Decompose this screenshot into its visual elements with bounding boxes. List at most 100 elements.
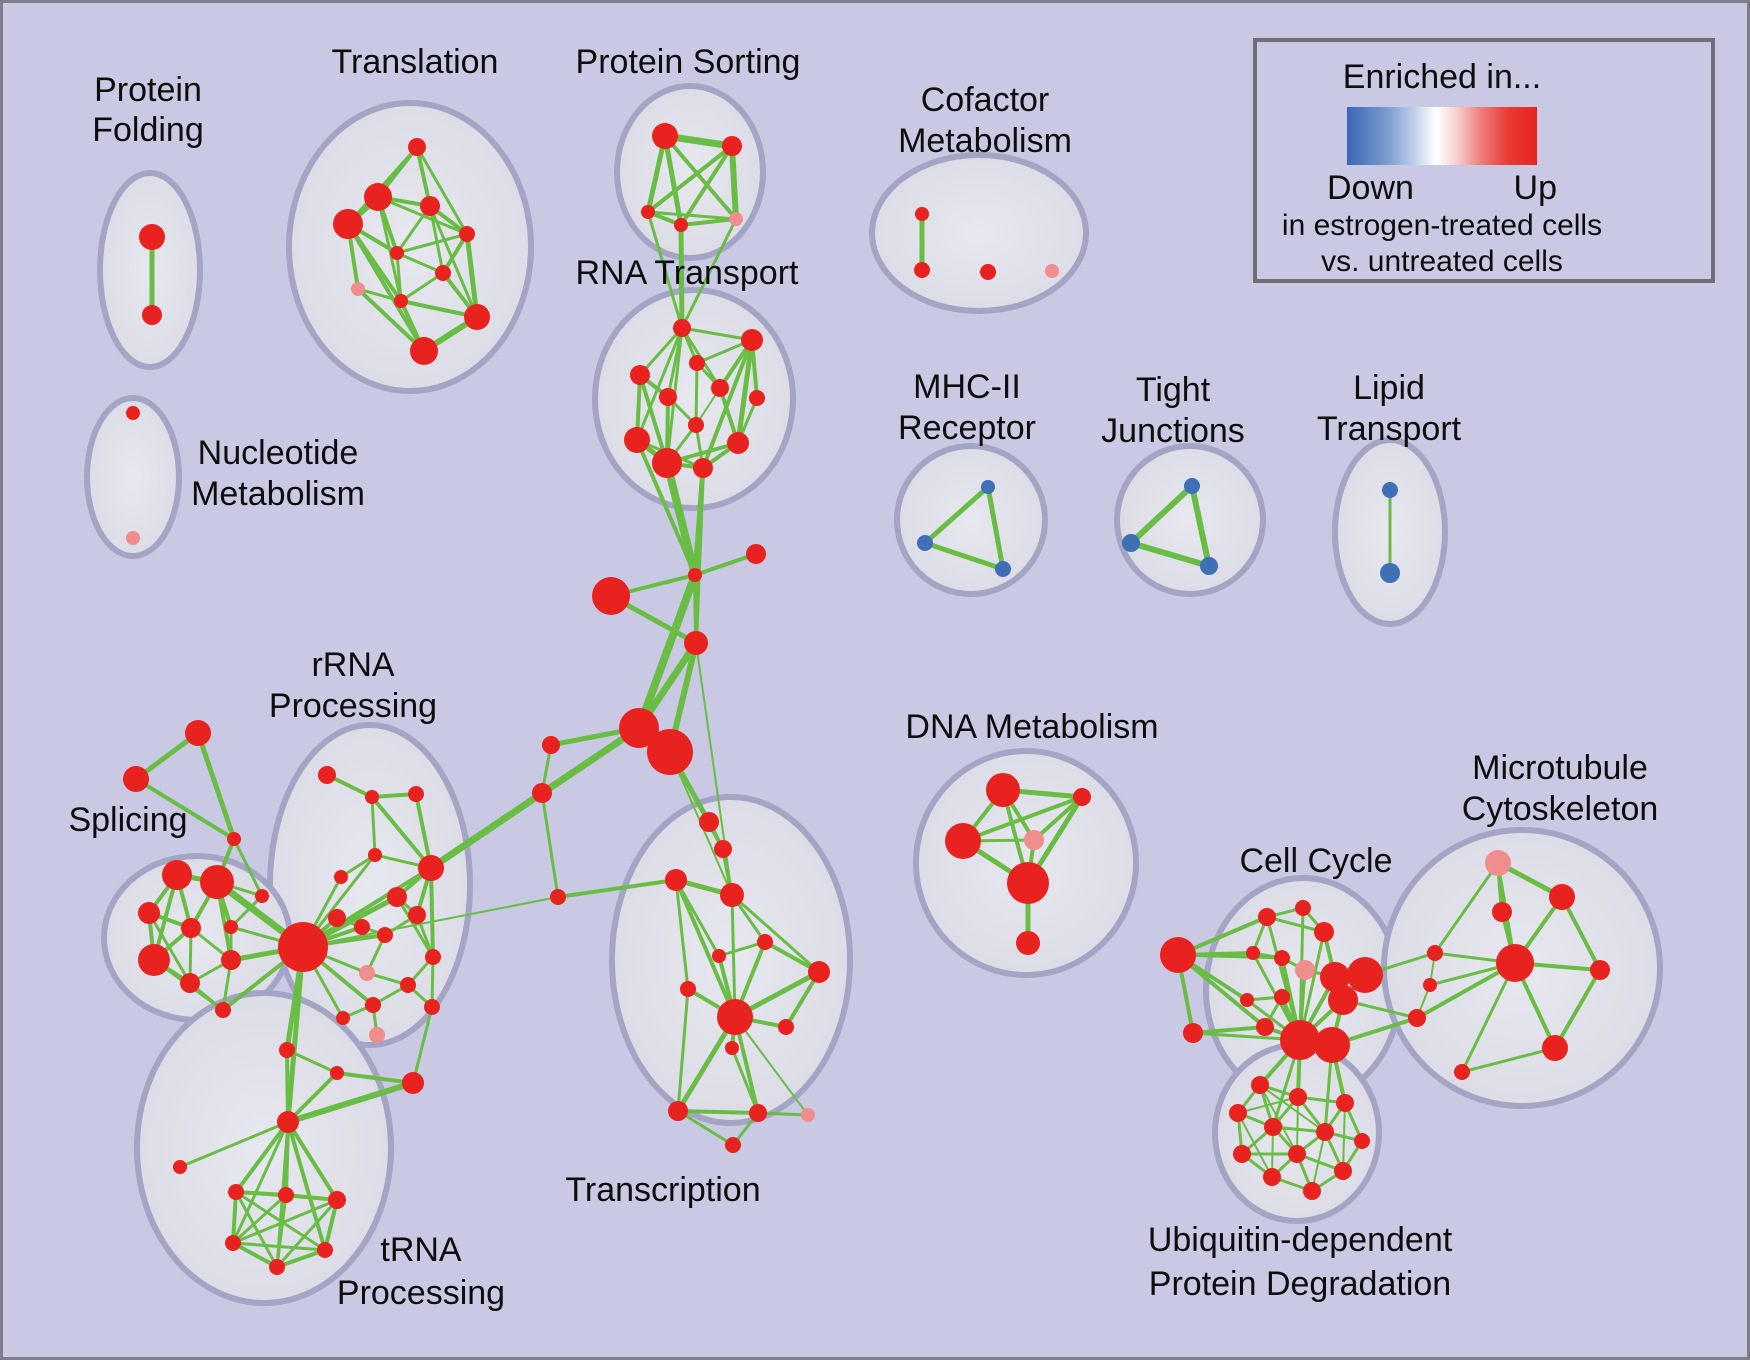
node-ubiquitin-degradation-5[interactable] bbox=[1316, 1123, 1334, 1141]
node-translation-3[interactable] bbox=[333, 209, 363, 239]
node-cell-cycle-0[interactable] bbox=[1160, 937, 1196, 973]
node-protein-sorting-1[interactable] bbox=[722, 136, 742, 156]
node-microtubule-cytoskeleton-3[interactable] bbox=[1496, 944, 1534, 982]
node-splicing-2[interactable] bbox=[138, 902, 160, 924]
node-translation-6[interactable] bbox=[435, 265, 451, 281]
node-microtubule-cytoskeleton-2[interactable] bbox=[1492, 902, 1512, 922]
node-ubiquitin-degradation-4[interactable] bbox=[1264, 1118, 1282, 1136]
node-lipid-transport-1[interactable] bbox=[1380, 563, 1400, 583]
node-rna-transport-11[interactable] bbox=[727, 432, 749, 454]
node-triangle-0[interactable] bbox=[185, 720, 211, 746]
node-ubiquitin-degradation-2[interactable] bbox=[1336, 1094, 1354, 1112]
node-cell-cycle-13[interactable] bbox=[1314, 1027, 1350, 1063]
node-chain-8[interactable] bbox=[550, 889, 566, 905]
node-protein-sorting-3[interactable] bbox=[674, 218, 688, 232]
node-transcription-11[interactable] bbox=[668, 1101, 688, 1121]
node-lipid-transport-0[interactable] bbox=[1382, 482, 1398, 498]
node-rrna-processing-8[interactable] bbox=[354, 919, 370, 935]
node-rrna-processing-20[interactable] bbox=[330, 1066, 344, 1080]
node-mhc-ii-receptor-2[interactable] bbox=[995, 561, 1011, 577]
node-ubiquitin-degradation-9[interactable] bbox=[1263, 1168, 1281, 1186]
node-trna-processing-0[interactable] bbox=[277, 1111, 299, 1133]
node-rrna-processing-5[interactable] bbox=[418, 855, 444, 881]
node-rrna-processing-14[interactable] bbox=[365, 997, 381, 1013]
node-chain-7[interactable] bbox=[532, 783, 552, 803]
node-cell-cycle-10[interactable] bbox=[1274, 989, 1290, 1005]
node-transcription-0[interactable] bbox=[699, 812, 719, 832]
node-tight-junctions-0[interactable] bbox=[1184, 478, 1200, 494]
node-transcription-2[interactable] bbox=[665, 869, 687, 891]
node-protein-folding-1[interactable] bbox=[142, 305, 162, 325]
node-triangle-2[interactable] bbox=[227, 832, 241, 846]
node-rna-transport-4[interactable] bbox=[659, 388, 677, 406]
node-transcription-10[interactable] bbox=[725, 1041, 739, 1055]
node-rrna-processing-9[interactable] bbox=[377, 927, 393, 943]
node-ubiquitin-degradation-7[interactable] bbox=[1233, 1145, 1251, 1163]
node-ubiquitin-degradation-11[interactable] bbox=[1303, 1182, 1321, 1200]
node-chain-6[interactable] bbox=[542, 736, 560, 754]
node-cofactor-metabolism-1[interactable] bbox=[914, 262, 930, 278]
node-translation-1[interactable] bbox=[364, 183, 392, 211]
node-rna-transport-6[interactable] bbox=[749, 390, 765, 406]
node-cell-cycle-6[interactable] bbox=[1274, 950, 1290, 966]
node-rrna-processing-18[interactable] bbox=[278, 922, 328, 972]
node-ubiquitin-degradation-8[interactable] bbox=[1288, 1145, 1306, 1163]
node-translation-10[interactable] bbox=[410, 337, 438, 365]
node-chain-4[interactable] bbox=[619, 708, 659, 748]
node-cell-cycle-8[interactable] bbox=[1320, 962, 1350, 992]
node-cell-cycle-3[interactable] bbox=[1295, 900, 1311, 916]
node-dna-metabolism-1[interactable] bbox=[1073, 788, 1091, 806]
node-dna-metabolism-5[interactable] bbox=[1016, 931, 1040, 955]
node-chain-5[interactable] bbox=[647, 729, 693, 775]
node-rrna-processing-7[interactable] bbox=[328, 909, 346, 927]
node-chain-3[interactable] bbox=[684, 631, 708, 655]
node-transcription-3[interactable] bbox=[720, 883, 744, 907]
node-transcription-12[interactable] bbox=[749, 1104, 767, 1122]
node-rrna-processing-2[interactable] bbox=[408, 786, 424, 802]
node-splicing-3[interactable] bbox=[181, 918, 201, 938]
node-rrna-processing-12[interactable] bbox=[425, 949, 441, 965]
node-rna-transport-8[interactable] bbox=[688, 417, 704, 433]
node-cell-cycle-17[interactable] bbox=[1423, 978, 1437, 992]
node-rna-transport-10[interactable] bbox=[652, 448, 682, 478]
node-translation-7[interactable] bbox=[351, 282, 365, 296]
node-chain-1[interactable] bbox=[746, 544, 766, 564]
node-cell-cycle-12[interactable] bbox=[1280, 1020, 1320, 1060]
node-rrna-processing-21[interactable] bbox=[402, 1072, 424, 1094]
node-tight-junctions-1[interactable] bbox=[1122, 534, 1140, 552]
node-mhc-ii-receptor-1[interactable] bbox=[917, 535, 933, 551]
node-translation-0[interactable] bbox=[408, 138, 426, 156]
node-cofactor-metabolism-3[interactable] bbox=[1045, 264, 1059, 278]
node-rna-transport-9[interactable] bbox=[693, 458, 713, 478]
node-cell-cycle-4[interactable] bbox=[1314, 922, 1334, 942]
node-ubiquitin-degradation-6[interactable] bbox=[1354, 1133, 1370, 1149]
node-cell-cycle-11[interactable] bbox=[1256, 1018, 1274, 1036]
node-trna-processing-4[interactable] bbox=[328, 1191, 346, 1209]
node-microtubule-cytoskeleton-0[interactable] bbox=[1485, 850, 1511, 876]
node-ubiquitin-degradation-1[interactable] bbox=[1289, 1088, 1307, 1106]
node-splicing-7[interactable] bbox=[180, 973, 200, 993]
node-rna-transport-1[interactable] bbox=[741, 329, 763, 351]
node-splicing-1[interactable] bbox=[200, 865, 234, 899]
node-cell-cycle-18[interactable] bbox=[1408, 1009, 1426, 1027]
node-transcription-6[interactable] bbox=[680, 981, 696, 997]
node-rrna-processing-11[interactable] bbox=[359, 965, 375, 981]
node-splicing-6[interactable] bbox=[138, 944, 170, 976]
node-microtubule-cytoskeleton-5[interactable] bbox=[1542, 1035, 1568, 1061]
node-translation-2[interactable] bbox=[420, 196, 440, 216]
node-cell-cycle-15[interactable] bbox=[1347, 957, 1383, 993]
node-mhc-ii-receptor-0[interactable] bbox=[981, 480, 995, 494]
node-rna-transport-0[interactable] bbox=[673, 319, 691, 337]
node-rrna-processing-3[interactable] bbox=[368, 848, 382, 862]
node-transcription-9[interactable] bbox=[778, 1019, 794, 1035]
node-transcription-14[interactable] bbox=[725, 1137, 741, 1153]
node-cell-cycle-1[interactable] bbox=[1183, 1023, 1203, 1043]
node-ubiquitin-degradation-3[interactable] bbox=[1229, 1104, 1247, 1122]
node-splicing-5[interactable] bbox=[255, 889, 269, 903]
node-translation-5[interactable] bbox=[390, 246, 404, 260]
node-translation-8[interactable] bbox=[394, 294, 408, 308]
node-cell-cycle-2[interactable] bbox=[1258, 908, 1276, 926]
node-splicing-4[interactable] bbox=[224, 920, 238, 934]
node-chain-2[interactable] bbox=[592, 577, 630, 615]
node-chain-0[interactable] bbox=[688, 568, 702, 582]
